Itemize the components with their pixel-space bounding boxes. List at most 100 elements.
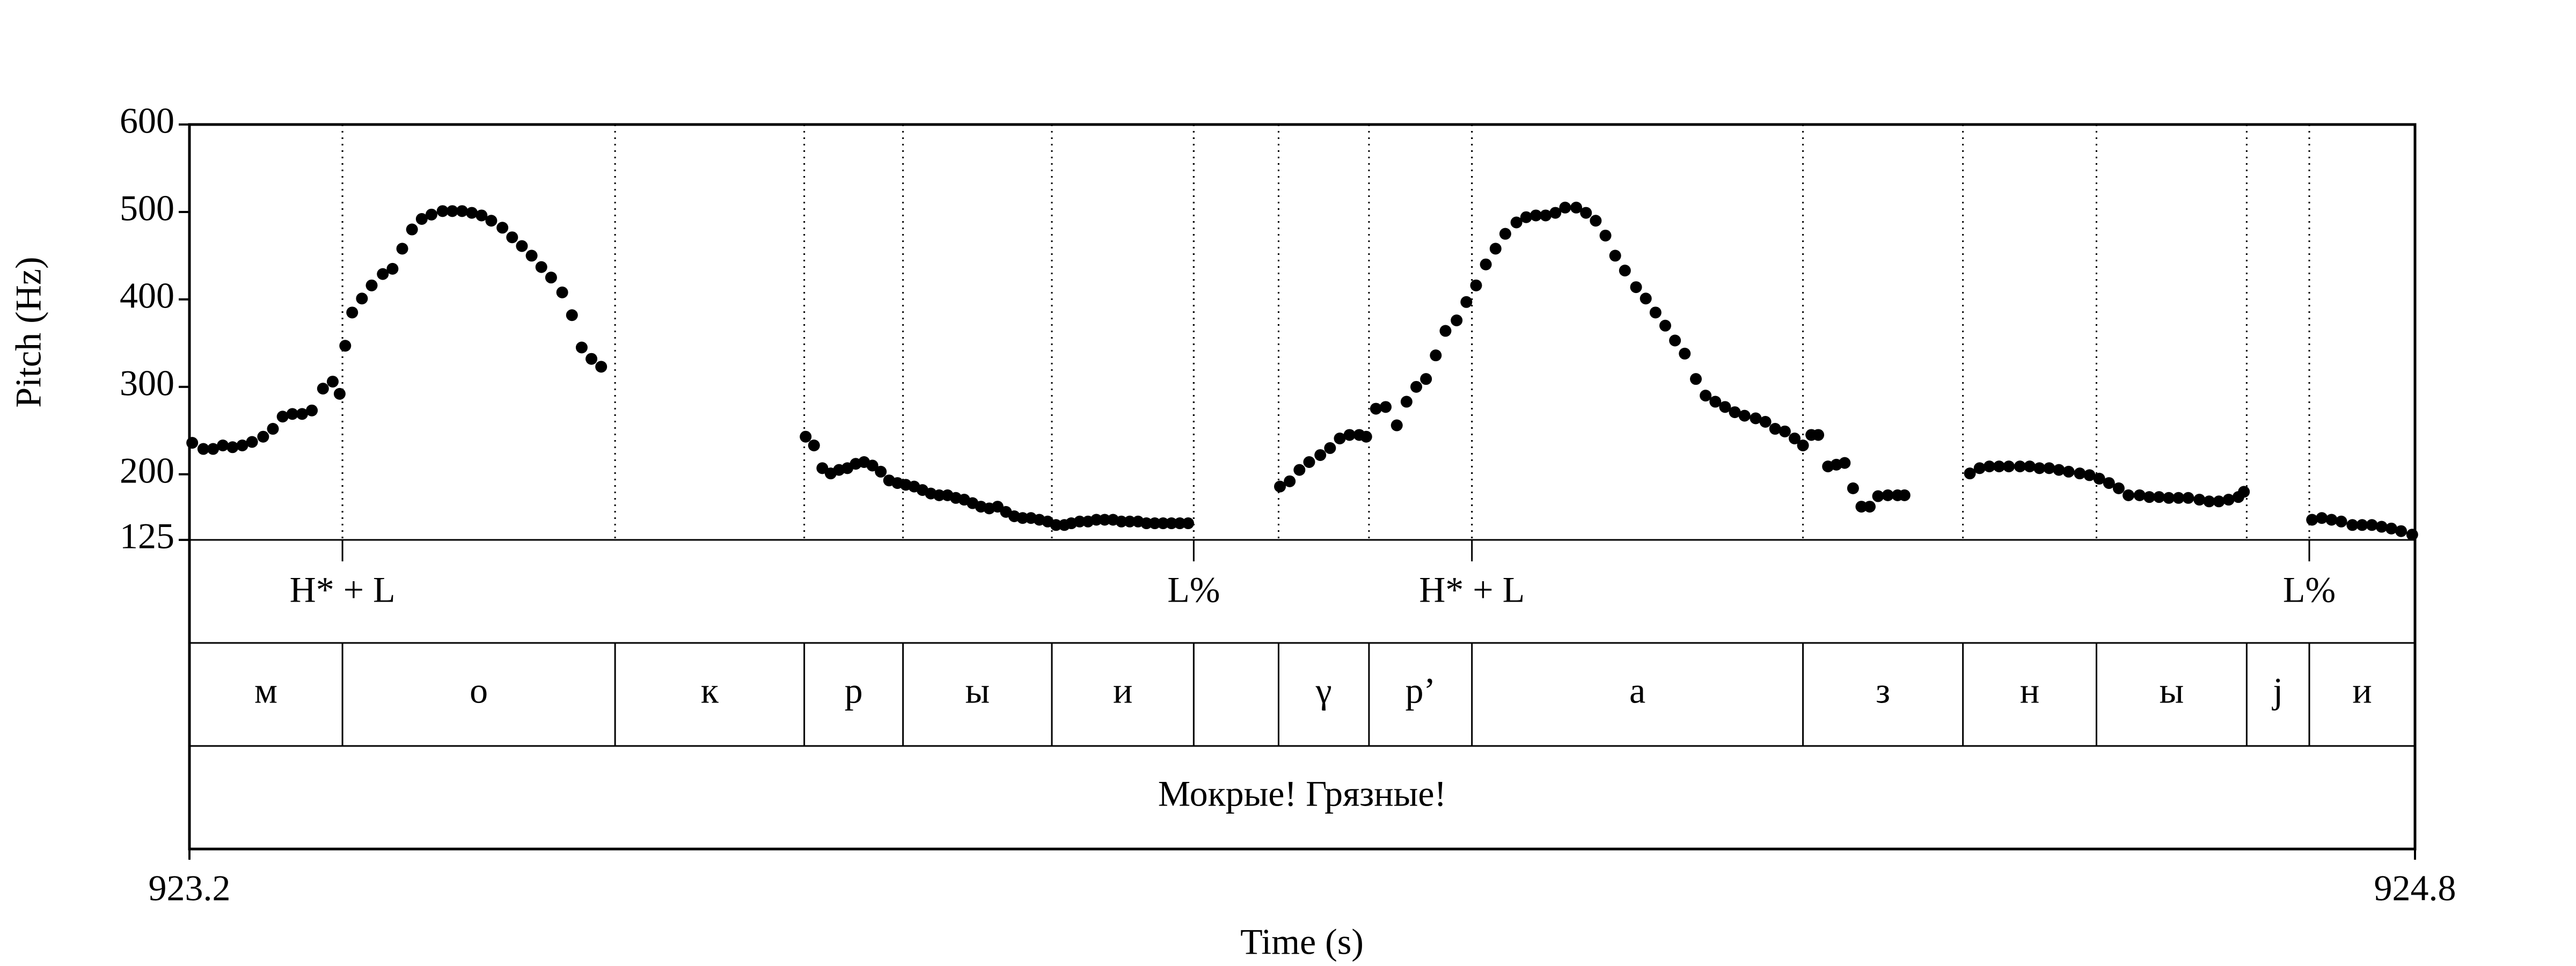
- pitch-point: [186, 437, 199, 449]
- segment-label: р: [845, 670, 863, 711]
- pitch-point: [1729, 406, 1741, 419]
- segment-label: о: [470, 670, 488, 711]
- pitch-point: [1993, 460, 2006, 473]
- pitch-point: [1400, 396, 1413, 408]
- pitch-point: [2053, 464, 2065, 476]
- pitch-point: [446, 205, 458, 217]
- pitch-point: [1590, 215, 1602, 227]
- pitch-point: [1090, 514, 1102, 526]
- pitch-point: [1619, 265, 1631, 277]
- pitch-point: [808, 440, 820, 452]
- pitch-point: [306, 404, 318, 416]
- pitch-point: [2306, 514, 2318, 526]
- pitch-point: [1334, 432, 1346, 444]
- pitch-point: [1451, 314, 1463, 327]
- segment-label: з: [1876, 670, 1890, 711]
- pitch-point: [1559, 201, 1571, 214]
- pitch-point: [1115, 515, 1128, 528]
- pitch-point: [2335, 515, 2347, 528]
- pitch-point: [1099, 514, 1111, 526]
- y-tick-label: 600: [120, 100, 174, 141]
- pitch-point: [1165, 517, 1177, 530]
- pitch-point: [2406, 529, 2418, 541]
- pitch-point: [2193, 494, 2206, 506]
- pitch-point: [267, 423, 279, 435]
- pitch-point: [2238, 486, 2250, 498]
- pitch-point: [2133, 489, 2146, 501]
- pitch-point: [1293, 464, 1306, 476]
- pitch-point: [1779, 425, 1791, 437]
- pitch-point: [1439, 325, 1452, 337]
- pitch-point: [217, 440, 229, 452]
- pitch-point: [586, 353, 598, 365]
- pitch-point: [236, 440, 248, 452]
- y-tick-label: 500: [120, 188, 174, 229]
- pitch-point: [1540, 209, 1552, 222]
- pitch-point: [1898, 489, 1911, 501]
- pitch-point: [1649, 306, 1662, 319]
- pitch-point: [1797, 440, 1809, 452]
- pitch-point: [1882, 489, 1894, 501]
- word-label: Мокрые! Грязные!: [1158, 773, 1446, 814]
- pitch-point: [2083, 469, 2096, 481]
- pitch-point: [1430, 349, 1442, 362]
- pitch-point: [2375, 521, 2388, 533]
- pitch-point: [2213, 495, 2225, 508]
- pitch-point: [2143, 491, 2155, 503]
- pitch-point: [2103, 477, 2115, 489]
- pitch-point: [2385, 522, 2397, 535]
- segment-label: γ: [1315, 670, 1332, 711]
- pitch-point: [296, 408, 308, 420]
- segment-label: н: [2020, 670, 2039, 711]
- pitch-point: [1182, 517, 1194, 530]
- y-tick-label: 300: [120, 362, 174, 403]
- pitch-point: [1812, 429, 1825, 441]
- pitch-point: [1863, 501, 1876, 513]
- pitch-point: [506, 231, 518, 244]
- x-tick-label: 924.8: [2374, 868, 2456, 909]
- pitch-point: [246, 436, 258, 448]
- pitch-point: [1847, 482, 1859, 494]
- y-tick-label: 125: [120, 516, 174, 557]
- tone-label: H* + L: [290, 569, 396, 610]
- pitch-point: [466, 207, 478, 219]
- pitch-point: [1470, 279, 1482, 291]
- pitch-point: [1709, 396, 1722, 408]
- pitch-point: [1148, 517, 1161, 530]
- pitch-point: [1669, 334, 1681, 347]
- pitch-point: [2112, 482, 2125, 494]
- pitch-point: [516, 240, 528, 252]
- pitch-point: [415, 213, 428, 225]
- segment-label: j: [2272, 670, 2283, 711]
- y-tick-label: 200: [120, 450, 174, 491]
- pitch-point: [1599, 229, 1612, 241]
- pitch-point: [556, 286, 568, 298]
- pitch-point: [1050, 519, 1062, 531]
- tone-label: H* + L: [1419, 569, 1525, 610]
- pitch-point: [226, 441, 239, 453]
- pitch-point: [2163, 492, 2175, 504]
- pitch-point: [1769, 423, 1781, 435]
- pitch-point: [2346, 519, 2359, 531]
- tone-label: L%: [2283, 569, 2336, 610]
- pitch-point: [1719, 401, 1731, 413]
- y-axis-label: Pitch (Hz): [8, 257, 49, 407]
- pitch-point: [1380, 401, 1392, 413]
- pitch-point: [1789, 432, 1801, 444]
- pitch-point: [406, 223, 418, 236]
- x-axis-label: Time (s): [1240, 921, 1364, 962]
- pitch-point: [1759, 416, 1772, 428]
- pitch-point: [475, 209, 488, 222]
- pitch-point: [1570, 201, 1583, 214]
- pitch-point: [2182, 492, 2194, 504]
- pitch-point: [1324, 442, 1336, 454]
- pitch-point: [2356, 519, 2368, 531]
- pitch-point: [1284, 475, 1296, 487]
- pitch-point: [1872, 490, 1884, 502]
- pitch-point: [2033, 462, 2046, 474]
- segment-label: а: [1629, 670, 1645, 711]
- pitch-point: [276, 411, 289, 423]
- pitch-point: [1750, 412, 1762, 425]
- segment-label: ы: [2160, 670, 2184, 711]
